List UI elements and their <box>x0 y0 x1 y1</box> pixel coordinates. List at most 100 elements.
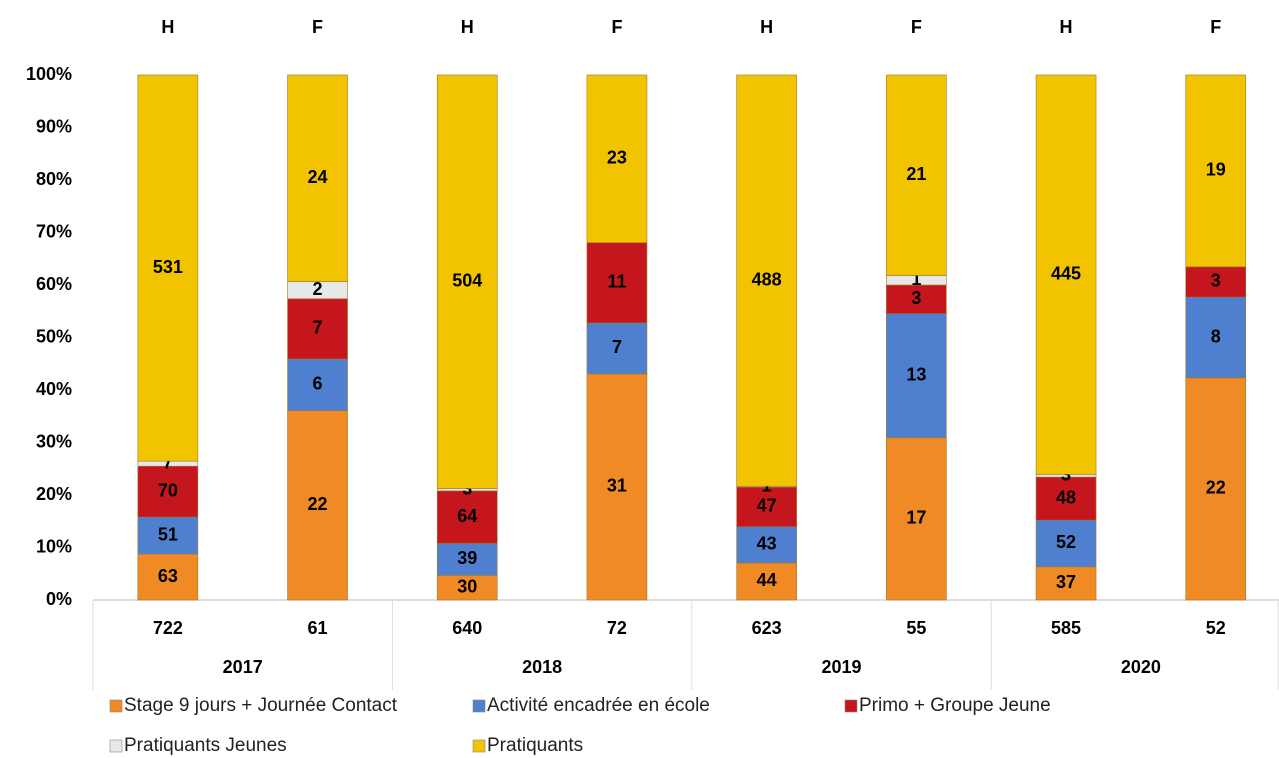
data-label: 7 <box>612 337 622 357</box>
x-tick-label: 55 <box>906 618 926 638</box>
data-label: 8 <box>1211 326 1221 346</box>
data-label: 52 <box>1056 532 1076 552</box>
top-label: F <box>611 17 622 37</box>
top-label: F <box>911 17 922 37</box>
group-label: 2017 <box>223 657 263 677</box>
bar-segment <box>137 553 199 601</box>
data-label: 3 <box>1211 271 1221 291</box>
data-label: 70 <box>158 480 178 500</box>
data-label: 22 <box>1206 478 1226 498</box>
data-label: 3 <box>911 288 921 308</box>
legend-swatch <box>472 699 486 713</box>
data-label: 43 <box>757 534 777 554</box>
data-label: 31 <box>607 476 627 496</box>
legend-swatch <box>472 739 486 753</box>
data-label: 6 <box>313 374 323 394</box>
bar-segment <box>886 437 947 601</box>
bar-segment <box>1035 74 1097 475</box>
y-tick-label: 70% <box>36 221 72 241</box>
bar-segment <box>436 74 498 489</box>
data-label: 23 <box>607 148 627 168</box>
bar-segment <box>736 562 797 601</box>
data-label: 39 <box>457 548 477 568</box>
top-label: F <box>312 17 323 37</box>
data-label: 531 <box>153 257 183 277</box>
top-label: H <box>760 17 773 37</box>
y-tick-label: 80% <box>36 169 72 189</box>
bar-segment <box>586 242 648 324</box>
legend-swatch <box>844 699 858 713</box>
data-label: 504 <box>452 270 482 290</box>
legend-label: Stage 9 jours + Journée Contact <box>124 695 398 716</box>
y-tick-label: 20% <box>36 484 72 504</box>
y-tick-label: 90% <box>36 116 72 136</box>
bar-segment <box>586 74 648 244</box>
data-label: 24 <box>308 167 328 187</box>
bar-segment <box>1035 566 1097 601</box>
data-label: 445 <box>1051 263 1081 283</box>
x-tick-label: 61 <box>308 618 328 638</box>
data-label: 63 <box>158 566 178 586</box>
bar-segment <box>886 313 947 439</box>
data-label: 1 <box>911 269 921 289</box>
bar-segment <box>287 410 348 601</box>
bar-segment <box>287 74 348 282</box>
group-label: 2019 <box>821 657 861 677</box>
y-tick-label: 50% <box>36 326 72 346</box>
group-label: 2018 <box>522 657 562 677</box>
bar-segment <box>886 284 947 314</box>
legend-label: Primo + Groupe Jeune <box>859 695 1051 716</box>
data-label: 13 <box>906 364 926 384</box>
bar-segment <box>137 465 199 518</box>
x-tick-label: 72 <box>607 618 627 638</box>
bar-segment <box>736 526 797 564</box>
y-tick-label: 60% <box>36 274 72 294</box>
y-tick-label: 30% <box>36 431 72 451</box>
legend-label: Pratiquants Jeunes <box>124 735 287 756</box>
x-tick-label: 623 <box>752 618 782 638</box>
x-tick-label: 52 <box>1206 618 1226 638</box>
bar-segment <box>586 373 648 601</box>
data-label: 44 <box>757 570 777 590</box>
data-label: 11 <box>607 272 626 292</box>
data-label: 19 <box>1206 160 1226 180</box>
data-label: 47 <box>757 496 777 516</box>
bar-segment <box>137 74 199 462</box>
bar-segment <box>436 543 498 576</box>
bar-segment <box>1185 377 1247 601</box>
bar-segment <box>1185 74 1247 268</box>
y-tick-label: 100% <box>26 64 72 84</box>
bar-segment <box>436 575 498 601</box>
group-label: 2020 <box>1121 657 1161 677</box>
bar-segment <box>1185 266 1247 298</box>
y-tick-label: 10% <box>36 536 72 556</box>
x-tick-label: 722 <box>153 618 183 638</box>
data-label: 21 <box>906 164 926 184</box>
bar-segment <box>736 74 797 487</box>
bar-segment <box>137 516 199 555</box>
legend-label: Pratiquants <box>487 735 583 756</box>
legend-label: Activité encadrée en école <box>487 695 710 716</box>
bar-segment <box>586 322 648 375</box>
top-label: H <box>1060 17 1073 37</box>
data-label: 17 <box>906 508 926 528</box>
data-label: 2 <box>313 279 323 299</box>
data-label: 37 <box>1056 572 1076 592</box>
top-label: F <box>1210 17 1221 37</box>
legend-swatch <box>109 739 123 753</box>
x-tick-label: 585 <box>1051 618 1081 638</box>
x-tick-label: 640 <box>452 618 482 638</box>
bar-segment <box>1035 476 1097 521</box>
bar-segment <box>436 490 498 544</box>
data-label: 48 <box>1056 487 1076 507</box>
top-label: H <box>461 17 474 37</box>
top-label: H <box>161 17 174 37</box>
data-label: 488 <box>752 269 782 289</box>
data-label: 64 <box>457 506 477 526</box>
data-label: 30 <box>457 576 477 596</box>
data-label: 7 <box>163 452 173 472</box>
y-tick-label: 40% <box>36 379 72 399</box>
y-tick-label: 0% <box>46 589 72 609</box>
data-label: 51 <box>158 524 178 544</box>
